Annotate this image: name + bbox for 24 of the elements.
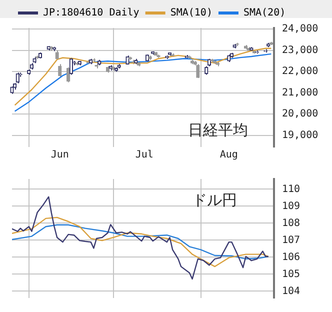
y-tick-label: 109 <box>282 200 300 212</box>
y-tick-label: 108 <box>282 218 300 229</box>
candlestick <box>66 66 70 83</box>
y-tick-label: 106 <box>282 252 300 263</box>
x-tick-label: Aug <box>220 150 238 161</box>
candlestick <box>196 64 200 78</box>
x-tick-label: Jul <box>135 150 154 161</box>
y-tick-label: 21,000 <box>282 87 318 98</box>
y-tick-label: 110 <box>282 184 300 195</box>
legend-label: JP:1804610 Daily <box>43 8 140 19</box>
candlestick <box>69 57 73 76</box>
annotation: ドル円 <box>192 191 237 209</box>
y-tick-label: 22,000 <box>282 66 318 78</box>
legend-label: SMA(20) <box>243 8 286 19</box>
y-tick-label: 23,000 <box>282 44 318 56</box>
y-tick-label: 105 <box>282 268 300 280</box>
y-tick-label: 20,000 <box>282 108 318 120</box>
y-tick-label: 107 <box>282 234 300 246</box>
y-tick-label: 19,000 <box>282 130 318 141</box>
annotation: 日経平均 <box>188 120 248 139</box>
x-tick-label: Jun <box>50 150 69 161</box>
y-tick-label: 104 <box>282 286 300 297</box>
legend-label: SMA(10) <box>170 8 212 19</box>
y-tick-label: 24,000 <box>282 24 318 35</box>
